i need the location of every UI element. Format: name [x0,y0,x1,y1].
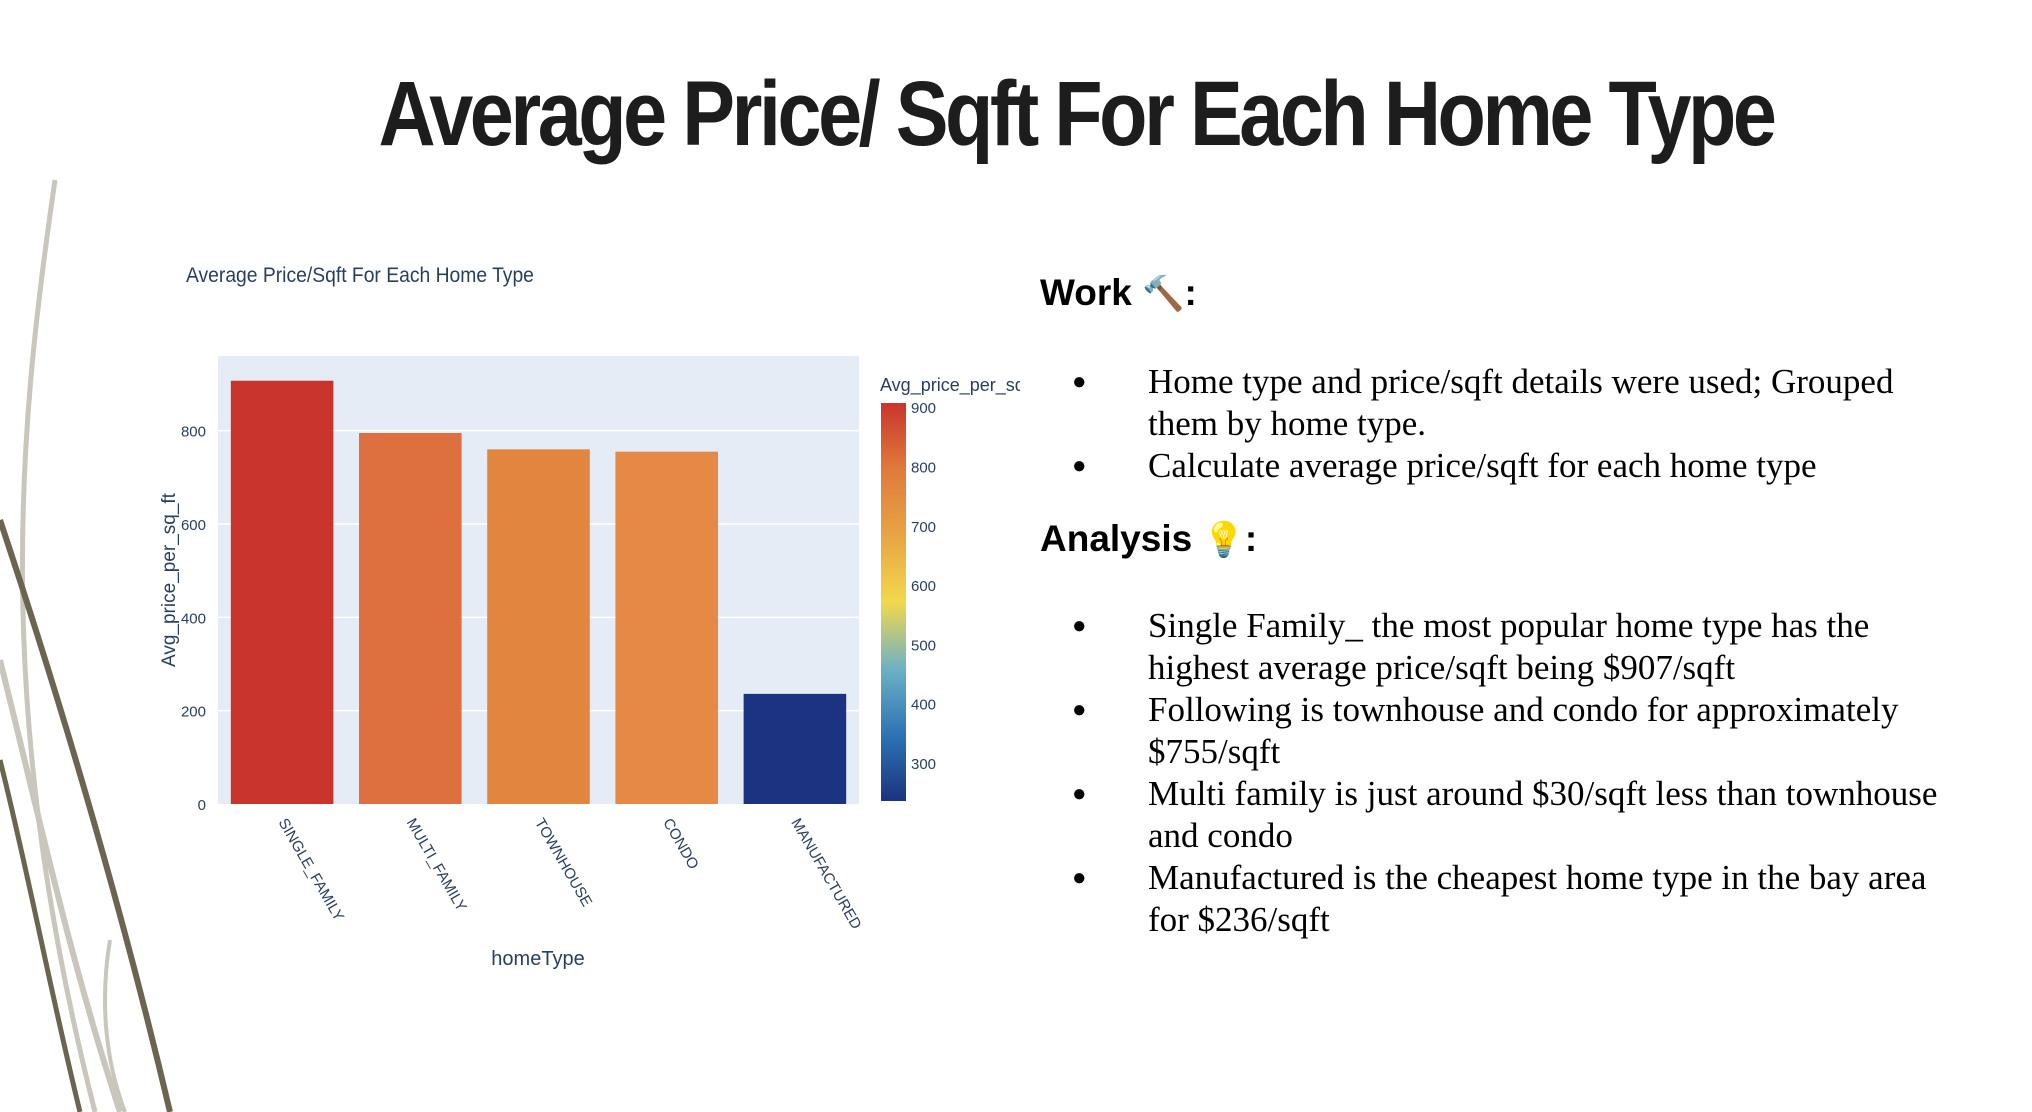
analysis-heading-colon: : [1244,518,1258,559]
colorbar [881,403,906,801]
colorbar-tick-label: 300 [911,756,936,773]
list-item: Calculate average price/sqft for each ho… [1072,445,1952,487]
bar-chart: Average Price/Sqft For Each Home Type 0 2… [159,264,1020,970]
y-tick-label: 600 [181,517,206,534]
analysis-bullet-list: Single Family_ the most popular home typ… [1072,605,1952,941]
y-axis-title: Avg_price_per_sq_ft [159,492,180,667]
bar-multi-family [359,433,462,804]
work-bullet-list: Home type and price/sqft details were us… [1072,361,1952,487]
y-tick-label: 400 [181,610,206,627]
list-item: Following is townhouse and condo for app… [1072,689,1952,773]
colorbar-tick-label: 600 [911,578,936,595]
bars [230,380,847,804]
y-tick-label: 200 [181,704,206,721]
x-tick-label: SINGLE_FAMILY [275,816,348,925]
x-axis-title: homeType [491,948,584,970]
decorative-grass-lines [0,179,173,1112]
work-heading-label: Work [1040,272,1132,313]
bar-condo [615,451,718,804]
colorbar-tick-label: 800 [911,459,936,476]
bar-townhouse [487,449,590,804]
hammer-icon: 🔨 [1142,275,1185,313]
x-tick-label: TOWNHOUSE [531,816,595,910]
y-tick-label: 0 [198,797,206,814]
lightbulb-icon: 💡 [1202,521,1245,559]
work-heading-colon: : [1184,272,1197,313]
list-item: Home type and price/sqft details were us… [1072,361,1952,445]
x-tick-label: MANUFACTURED [787,816,864,933]
colorbar-tick-label: 500 [911,637,936,654]
y-tick-label: 800 [181,424,206,441]
x-tick-label: MULTI_FAMILY [403,816,470,915]
y-tick-labels: 0 200 400 600 800 [181,424,206,814]
x-tick-labels: SINGLE_FAMILY MULTI_FAMILY TOWNHOUSE CONDO M… [275,816,865,933]
chart-title: Average Price/Sqft For Each Home Type [186,264,534,287]
colorbar-tick-label: 900 [911,400,936,417]
analysis-heading-label: Analysis [1040,518,1193,559]
list-item: Multi family is just around $30/sqft les… [1072,773,1952,857]
list-item: Single Family_ the most popular home typ… [1072,605,1952,689]
bar-manufactured [743,693,847,804]
colorbar-tick-label: 700 [911,519,936,536]
slide-title: Average Price/ Sqft For Each Home Type [378,63,1776,165]
colorbar-tick-label: 400 [911,697,936,714]
bar-single-family [230,380,334,804]
colorbar-title: Avg_price_per_sq_ft [880,375,1020,396]
x-tick-label: CONDO [659,816,702,873]
analysis-heading: Analysis 💡: [1040,518,1257,560]
colorbar-tick-labels: 900 800 700 600 500 400 300 [911,400,936,773]
list-item: Manufactured is the cheapest home type i… [1072,857,1952,941]
work-heading: Work 🔨: [1040,272,1197,314]
